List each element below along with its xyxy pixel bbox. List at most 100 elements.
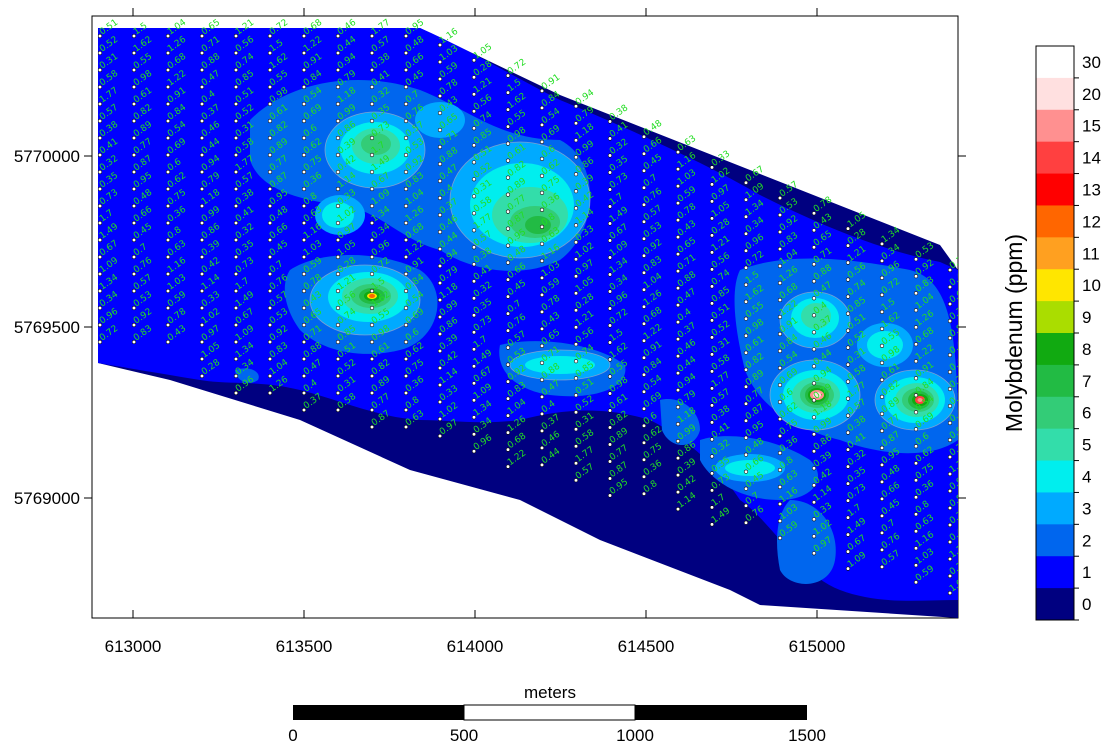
sample-point: [97, 288, 103, 294]
sample-point: [879, 479, 885, 485]
sample-point: [607, 136, 613, 141]
sample-point: [743, 486, 749, 491]
legend-swatch: [1036, 205, 1074, 238]
sample-point: [131, 169, 137, 175]
legend-label: 14: [1082, 149, 1101, 168]
scale-bar-label: 500: [450, 726, 478, 745]
sample-point: [845, 226, 851, 231]
sample-point: [879, 411, 885, 417]
sample-point: [471, 194, 477, 199]
sample-point: [199, 84, 205, 90]
sample-point: [233, 271, 239, 277]
sample-point: [97, 101, 103, 107]
sample-point: [267, 390, 273, 396]
sample-point: [505, 277, 511, 282]
sample-point: [437, 229, 443, 235]
scale-bar-label: 1500: [788, 726, 826, 745]
sample-point: [505, 447, 511, 452]
sample-point: [675, 354, 681, 359]
sample-point: [335, 305, 341, 311]
sample-point: [573, 291, 579, 296]
sample-value-label: 0.78: [948, 252, 970, 272]
sample-point: [811, 432, 817, 437]
sample-value-label: 1.18: [948, 456, 970, 476]
sample-point: [403, 152, 409, 158]
scale-bar-segment: [635, 705, 807, 720]
sample-point: [539, 275, 545, 281]
sample-point: [471, 58, 477, 63]
sample-point: [233, 288, 239, 294]
sample-value-label: 0.42: [948, 524, 970, 544]
sample-point: [505, 90, 511, 95]
sample-point: [233, 33, 239, 39]
sample-point: [879, 275, 885, 281]
sample-point: [199, 356, 205, 362]
sample-point: [437, 365, 443, 371]
sample-point: [97, 67, 103, 73]
sample-point: [743, 435, 749, 440]
sample-point: [233, 373, 239, 379]
sample-point: [369, 169, 375, 175]
sample-point: [471, 381, 477, 386]
sample-point: [131, 33, 137, 39]
sample-point: [471, 296, 477, 301]
sample-point: [199, 101, 205, 107]
sample-point: [607, 476, 613, 481]
sample-point: [675, 201, 681, 206]
zone-high-ppm: [367, 293, 925, 404]
sample-point: [573, 393, 579, 398]
sample-point: [675, 507, 681, 512]
sample-point: [811, 364, 817, 369]
legend-label: 2: [1082, 531, 1091, 550]
sample-point: [369, 50, 375, 56]
sample-point: [403, 373, 409, 379]
sample-point: [607, 493, 613, 498]
sample-point: [947, 454, 953, 460]
sample-point: [913, 495, 919, 500]
sample-point: [369, 373, 375, 379]
sample-point: [913, 512, 919, 517]
legend-swatch: [1036, 588, 1074, 621]
sample-point: [777, 297, 783, 303]
sample-point: [811, 330, 817, 335]
sample-point: [199, 33, 205, 39]
sample-point: [97, 50, 103, 56]
sample-point: [301, 33, 307, 39]
sample-point: [777, 280, 783, 286]
sample-point: [437, 246, 443, 252]
sample-point: [199, 203, 205, 209]
sample-point: [301, 67, 307, 73]
sample-point: [471, 347, 477, 352]
sample-point: [539, 309, 545, 315]
sample-point: [573, 155, 579, 160]
sample-point: [607, 238, 613, 243]
sample-point: [743, 401, 749, 406]
sample-point: [709, 301, 715, 306]
sample-point: [471, 398, 477, 403]
sample-point: [369, 101, 375, 107]
sample-point: [879, 564, 885, 570]
sample-point: [845, 481, 851, 486]
sample-point: [471, 364, 477, 369]
sample-point: [709, 250, 715, 255]
sample-point: [641, 423, 647, 428]
sample-point: [471, 415, 477, 420]
sample-point: [743, 248, 749, 253]
legend-label: 5: [1082, 436, 1091, 455]
sample-point: [335, 254, 341, 260]
sample-point: [709, 471, 715, 476]
sample-point: [233, 254, 239, 260]
sample-point: [641, 304, 647, 309]
sample-point: [131, 135, 137, 141]
sample-point: [233, 118, 239, 124]
sample-point: [845, 430, 851, 435]
contour-lines: [309, 111, 956, 431]
sample-point: [641, 202, 647, 207]
sample-point: [539, 207, 545, 212]
sample-point: [777, 314, 783, 320]
sample-point: [403, 237, 409, 243]
sample-point: [505, 345, 511, 350]
sample-point: [505, 141, 511, 146]
sample-point: [403, 220, 409, 226]
